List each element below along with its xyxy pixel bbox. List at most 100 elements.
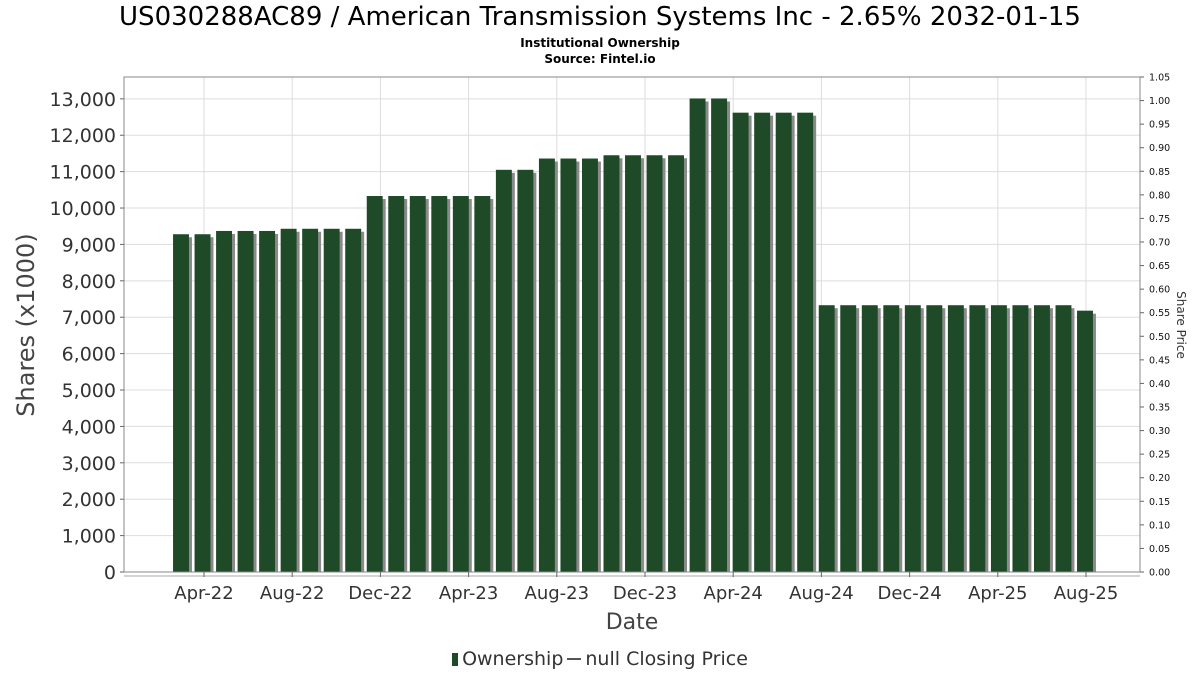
ownership-bar <box>775 112 792 572</box>
ownership-bar <box>646 155 663 573</box>
y2-tick-label: 1.00 <box>1149 96 1170 107</box>
ownership-bar <box>581 158 598 572</box>
bar-series <box>173 98 1096 573</box>
y2-tick-label: 0.85 <box>1149 167 1170 178</box>
x-tick-label: Apr-22 <box>174 583 233 604</box>
y2-tick-label: 0.80 <box>1149 190 1170 201</box>
y2-tick-label: 0.00 <box>1149 568 1170 579</box>
ownership-bar <box>173 234 189 572</box>
ownership-bar <box>754 112 771 572</box>
y2-tick-label: 0.15 <box>1149 497 1170 508</box>
y2-tick-label: 0.55 <box>1149 308 1170 319</box>
ownership-bar <box>345 228 362 572</box>
y2-tick-label: 0.75 <box>1149 214 1170 225</box>
legend: Ownership null Closing Price <box>0 648 1200 670</box>
ownership-bar <box>216 230 233 572</box>
ownership-bar <box>495 169 512 572</box>
y2-axis-label: Share Price <box>1174 291 1188 359</box>
y-tick-label: 5,000 <box>62 380 116 402</box>
y2-axis-ticks: 0.00 0.05 0.10 0.15 0.20 0.25 0.30 0.35 0.40 0.45… <box>1140 73 1170 579</box>
ownership-bar <box>517 169 534 572</box>
ownership-bar <box>904 305 921 572</box>
x-tick-label: Apr-24 <box>704 583 763 604</box>
x-axis-label: Date <box>606 610 659 635</box>
x-tick-label: Dec-24 <box>877 583 941 604</box>
y2-tick-label: 0.45 <box>1149 355 1170 366</box>
ownership-bar <box>560 158 577 572</box>
ownership-bar <box>625 155 641 573</box>
ownership-bar <box>711 98 728 572</box>
ownership-bar <box>452 196 469 573</box>
y2-tick-label: 0.05 <box>1149 544 1170 555</box>
ownership-bar <box>883 305 900 572</box>
ownership-bar <box>797 112 814 572</box>
ownership-bar <box>259 230 276 572</box>
chart-subtitle: Institutional Ownership <box>520 36 680 50</box>
chart-title: US030288AC89 / American Transmission Sys… <box>119 2 1081 32</box>
ownership-bar <box>926 305 943 572</box>
y-axis-ticks: 0 1,000 2,000 3,000 4,000 5,000 6,000 7,000 8,00… <box>50 89 124 584</box>
ownership-bar <box>668 155 685 573</box>
x-tick-label: Dec-23 <box>613 583 677 604</box>
y2-tick-label: 0.10 <box>1149 520 1170 531</box>
x-tick-label: Aug-23 <box>525 583 590 604</box>
y-tick-label: 2,000 <box>62 489 116 511</box>
ownership-bar <box>840 305 857 572</box>
ownership-bar <box>732 112 749 572</box>
ownership-bar <box>280 228 297 572</box>
ownership-bar <box>194 234 211 572</box>
y-tick-label: 8,000 <box>62 271 116 293</box>
ownership-bar <box>689 98 706 572</box>
y-tick-label: 10,000 <box>50 198 116 220</box>
ownership-swatch <box>452 653 459 666</box>
ownership-bar <box>323 228 340 572</box>
closing-price-swatch <box>567 658 582 660</box>
x-tick-label: Aug-24 <box>789 583 854 604</box>
ownership-bar <box>366 196 383 573</box>
y-tick-label: 4,000 <box>62 416 116 438</box>
ownership-bar <box>538 158 555 572</box>
y-tick-label: 12,000 <box>50 125 116 147</box>
y-tick-label: 9,000 <box>62 234 116 256</box>
legend-ownership: Ownership <box>462 648 564 670</box>
y2-tick-label: 0.95 <box>1149 120 1170 131</box>
ownership-bar <box>1012 305 1029 572</box>
ownership-bar <box>603 155 620 573</box>
ownership-bar <box>818 305 835 572</box>
y-tick-label: 7,000 <box>62 307 116 329</box>
axes <box>123 76 1141 577</box>
ownership-bar <box>474 196 491 573</box>
ownership-bar <box>302 228 319 572</box>
plot-frame <box>123 76 1141 573</box>
ownership-bar <box>388 196 405 573</box>
y-tick-label: 13,000 <box>50 89 116 111</box>
ownership-bar <box>861 305 878 572</box>
y-tick-label: 3,000 <box>62 453 116 475</box>
y-tick-label: 11,000 <box>50 162 116 184</box>
y2-tick-label: 0.20 <box>1149 473 1170 484</box>
ownership-bar <box>969 305 986 572</box>
x-tick-label: Apr-25 <box>968 583 1027 604</box>
x-tick-label: Aug-22 <box>260 583 325 604</box>
ownership-bar <box>1055 305 1072 572</box>
y2-tick-label: 0.60 <box>1149 285 1170 296</box>
y2-tick-label: 0.90 <box>1149 143 1170 154</box>
y2-tick-label: 0.65 <box>1149 261 1170 272</box>
ownership-bar <box>237 230 254 572</box>
chart-source: Source: Fintel.io <box>544 52 656 66</box>
x-tick-label: Aug-25 <box>1054 583 1119 604</box>
legend-closing-price: null Closing Price <box>585 648 748 670</box>
y-tick-label: 0 <box>104 562 116 584</box>
y-tick-label: 1,000 <box>62 526 116 548</box>
x-tick-label: Apr-23 <box>439 583 498 604</box>
y2-tick-label: 0.30 <box>1149 426 1170 437</box>
y2-tick-label: 0.25 <box>1149 450 1170 461</box>
y-tick-label: 6,000 <box>62 344 116 366</box>
ownership-bar <box>1077 310 1093 572</box>
y2-tick-label: 0.35 <box>1149 403 1170 414</box>
y2-tick-label: 0.40 <box>1149 379 1170 390</box>
x-tick-label: Dec-22 <box>348 583 412 604</box>
x-axis-ticks: Apr-22 Aug-22 Dec-22 Apr-23 Aug-23 Dec-23 Apr-… <box>174 572 1118 604</box>
ownership-bar <box>409 196 426 573</box>
